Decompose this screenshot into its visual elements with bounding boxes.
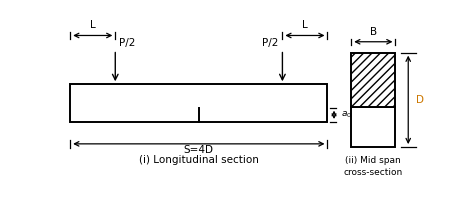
Bar (351, 53, 395, 108)
Text: P/2: P/2 (119, 38, 135, 48)
Text: D: D (416, 95, 424, 105)
Text: L: L (90, 20, 96, 30)
Text: $a_0$: $a_0$ (341, 110, 352, 120)
Text: L: L (302, 20, 308, 30)
Bar (351, 108, 395, 147)
Text: B: B (370, 27, 377, 37)
Bar (70, 84, 328, 122)
Text: P/2: P/2 (263, 38, 279, 48)
Text: (i) Longitudinal section: (i) Longitudinal section (139, 155, 259, 165)
Text: S=4D: S=4D (184, 145, 214, 155)
Text: (ii) Mid span
cross-section: (ii) Mid span cross-section (344, 156, 403, 177)
